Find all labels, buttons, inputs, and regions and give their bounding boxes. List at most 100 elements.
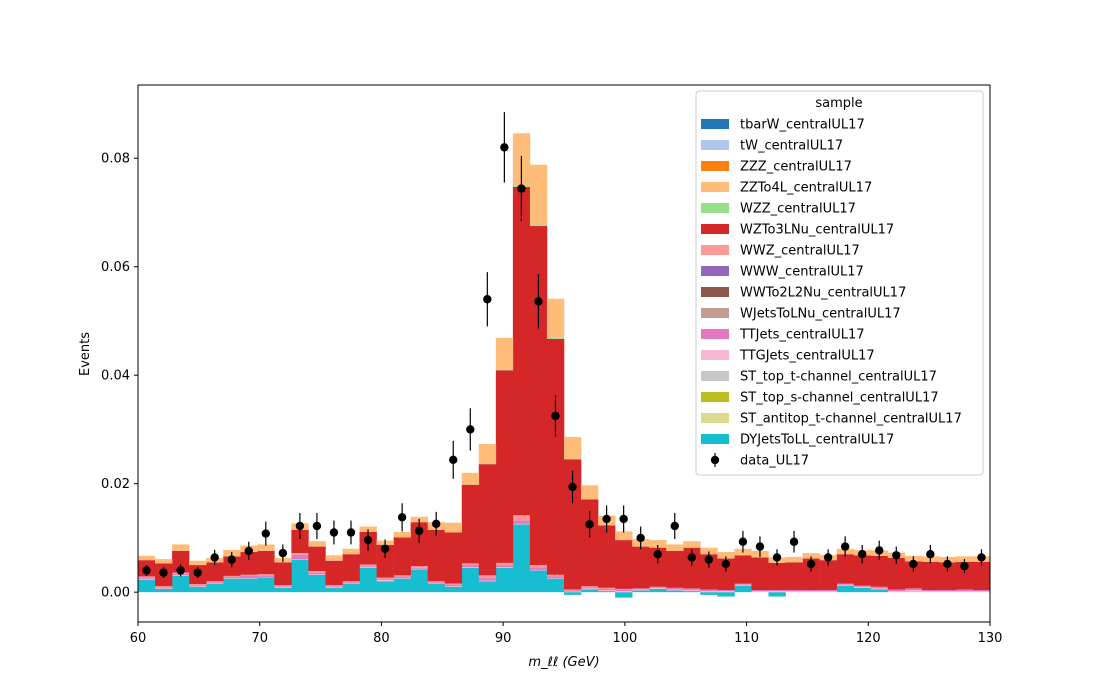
bar — [598, 590, 616, 592]
data-point — [704, 555, 714, 564]
bar — [615, 531, 633, 541]
bar — [240, 575, 258, 579]
bar — [223, 575, 241, 577]
data-point — [585, 520, 594, 529]
bar — [155, 588, 173, 589]
bar — [683, 547, 701, 589]
bar — [189, 586, 207, 587]
bar — [291, 559, 309, 560]
bar — [240, 574, 258, 576]
legend-entry: ST_antitop_t-channel_centralUL17 — [701, 412, 962, 427]
y-tick-label: 0.06 — [101, 260, 130, 275]
bar — [444, 586, 463, 587]
series-DYJetsToLL_centralUL17 — [138, 524, 889, 598]
bar — [257, 575, 275, 577]
bar — [887, 557, 906, 590]
bar — [615, 540, 633, 589]
bar — [495, 567, 514, 568]
bar — [393, 575, 411, 577]
bar — [529, 164, 548, 225]
bar — [904, 561, 923, 589]
bar — [529, 226, 548, 566]
data-point — [380, 544, 390, 553]
legend-label: WWW_centralUL17 — [740, 265, 864, 280]
legend-label: ZZZ_centralUL17 — [740, 160, 852, 175]
bar — [427, 529, 446, 582]
bar — [206, 581, 224, 583]
data-point — [738, 537, 748, 546]
bar — [172, 550, 190, 573]
bar — [887, 591, 906, 593]
x-tick-label: 130 — [978, 631, 1003, 646]
bar — [461, 472, 480, 485]
bar — [938, 591, 957, 593]
bar — [257, 544, 275, 551]
bar — [819, 560, 837, 590]
bar — [444, 586, 463, 593]
legend-swatch — [701, 224, 729, 234]
bar — [751, 590, 769, 592]
bar — [342, 584, 360, 593]
legend-swatch — [701, 203, 729, 213]
bar — [836, 585, 854, 593]
data-point — [772, 553, 782, 562]
bar — [751, 591, 769, 593]
bar — [427, 582, 446, 584]
bar — [342, 582, 360, 584]
bar — [461, 567, 480, 568]
data-point — [193, 568, 202, 577]
legend-entry: ST_top_t-channel_centralUL17 — [701, 370, 937, 385]
bar — [853, 586, 872, 588]
bar — [546, 337, 565, 339]
bar — [240, 552, 258, 575]
legend-swatch — [701, 245, 729, 255]
data-point — [210, 553, 219, 562]
bar — [257, 577, 275, 593]
legend-label: DYJetsToLL_centralUL17 — [740, 433, 894, 448]
legend-title: sample — [815, 96, 862, 111]
bar — [325, 587, 343, 588]
bar — [938, 562, 957, 590]
data-point — [619, 514, 628, 524]
bar — [495, 562, 514, 566]
bar — [461, 565, 480, 568]
data-point — [142, 566, 151, 575]
bar — [478, 575, 497, 579]
bar — [853, 555, 872, 586]
bar — [308, 574, 326, 593]
legend-label: WWTo2L2Nu_centralUL17 — [740, 286, 906, 301]
series-TTJets_centralUL17 — [138, 520, 991, 592]
bar — [376, 580, 394, 581]
bar — [325, 585, 343, 587]
legend-swatch — [701, 119, 729, 129]
bar — [478, 578, 497, 581]
bar — [359, 567, 377, 568]
bar — [802, 558, 820, 590]
bar — [546, 578, 565, 593]
bar — [921, 561, 940, 590]
data-point — [960, 561, 969, 571]
bar — [376, 577, 394, 580]
bar — [410, 566, 428, 568]
bar — [308, 571, 326, 573]
bar — [512, 524, 531, 593]
bar — [308, 546, 326, 572]
bar — [564, 589, 582, 591]
legend-swatch — [701, 392, 729, 402]
bar — [649, 540, 667, 548]
bar — [666, 589, 684, 591]
bar — [172, 575, 190, 593]
bar — [325, 587, 343, 593]
bar — [598, 525, 616, 588]
bar — [189, 586, 207, 593]
bar — [666, 544, 684, 551]
bar — [768, 591, 786, 593]
legend-entry: data_UL17 — [710, 453, 809, 469]
bar — [802, 591, 820, 593]
bar — [257, 576, 275, 578]
bar — [955, 591, 974, 593]
y-axis-ticks: 0.00 0.02 0.04 0.06 0.08 — [101, 152, 138, 601]
data-point — [449, 455, 458, 465]
bar — [495, 369, 514, 371]
bar — [649, 586, 667, 588]
